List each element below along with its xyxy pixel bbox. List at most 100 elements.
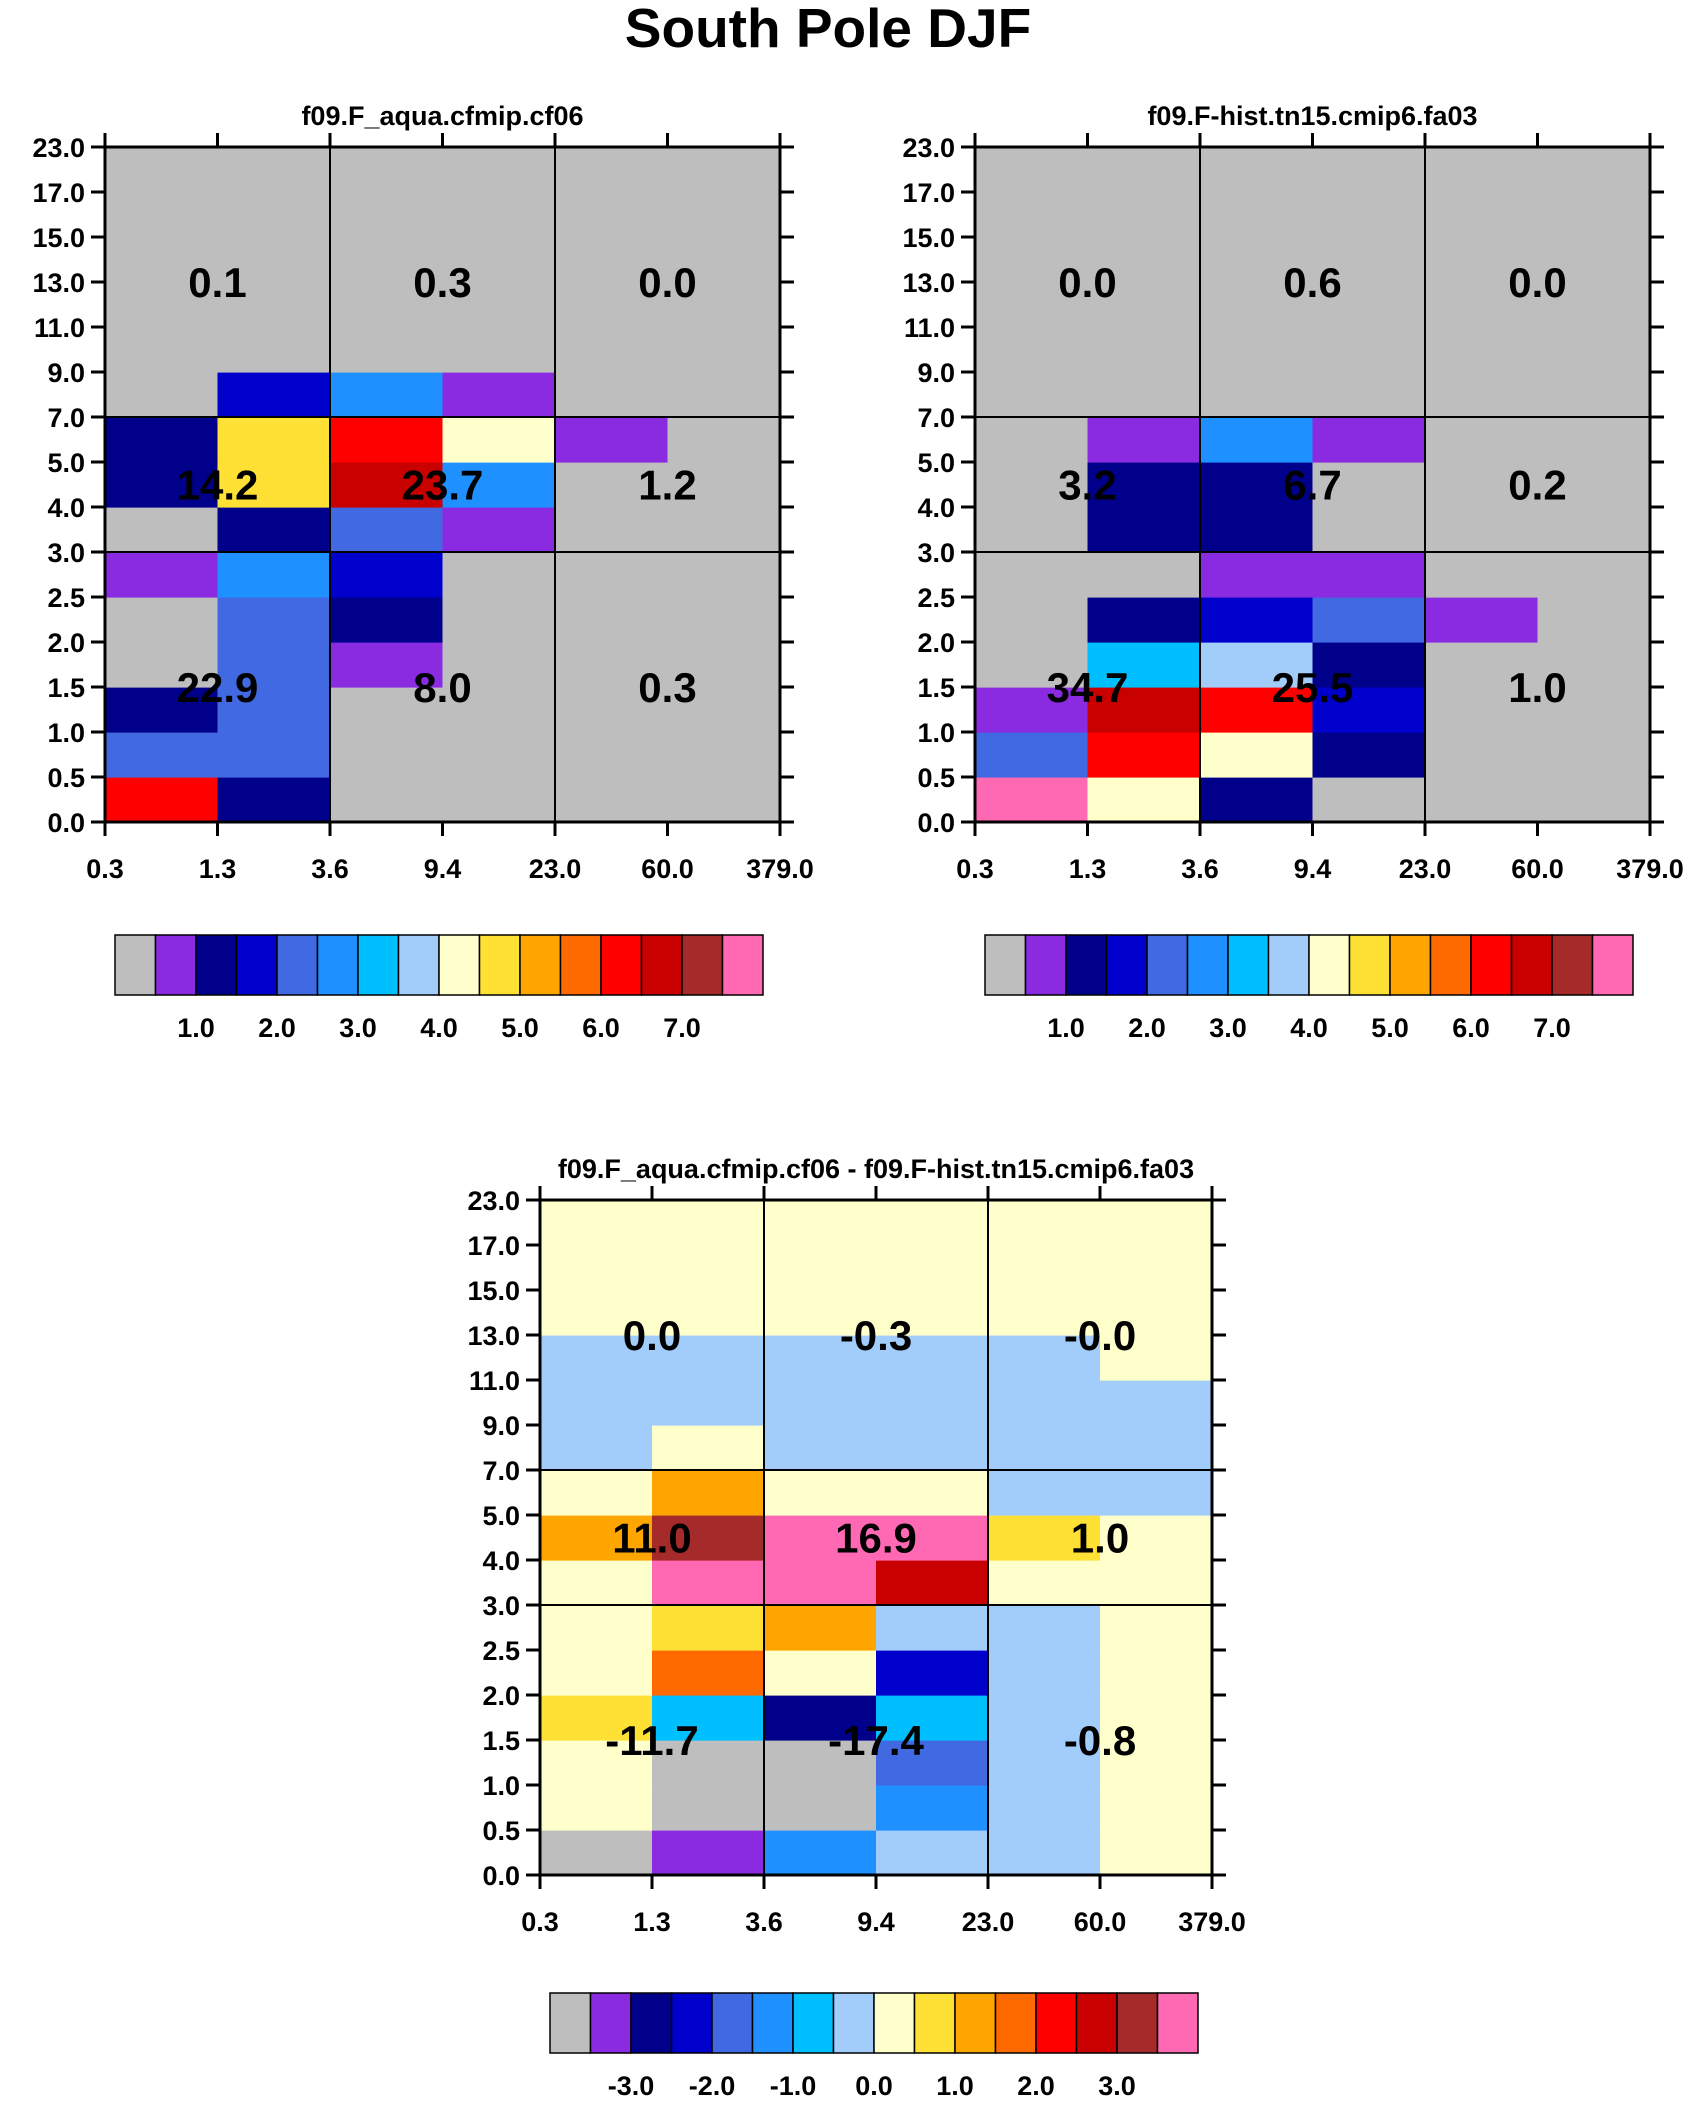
heatmap-cell bbox=[217, 777, 331, 823]
heatmap-cell bbox=[667, 237, 781, 283]
heatmap-cell bbox=[540, 1650, 653, 1696]
y-tick-label: 5.0 bbox=[47, 448, 85, 478]
heatmap-cell bbox=[1100, 1560, 1213, 1606]
x-tick-label: 379.0 bbox=[1616, 854, 1684, 884]
heatmap-cell bbox=[1537, 282, 1651, 328]
heatmap-cell bbox=[442, 192, 556, 238]
x-tick-label: 0.3 bbox=[956, 854, 994, 884]
y-tick-label: 0.5 bbox=[482, 1816, 520, 1846]
heatmap-cell bbox=[652, 1335, 765, 1381]
heatmap-cell bbox=[1425, 552, 1539, 598]
region-value: -0.3 bbox=[840, 1312, 912, 1359]
colorbar-swatch bbox=[1105, 934, 1148, 996]
region-value: 0.1 bbox=[188, 259, 246, 306]
heatmap-cell bbox=[764, 1245, 877, 1291]
y-tick-label: 23.0 bbox=[902, 133, 955, 163]
heatmap-cell bbox=[1425, 507, 1539, 553]
heatmap-cell bbox=[975, 507, 1089, 553]
heatmap-cell bbox=[652, 1380, 765, 1426]
heatmap-cell bbox=[975, 282, 1089, 328]
heatmap-cell bbox=[1200, 732, 1314, 778]
colorbar-swatch bbox=[235, 934, 278, 996]
heatmap-cell bbox=[667, 372, 781, 418]
heatmap-cell bbox=[1537, 507, 1651, 553]
region-value: 1.0 bbox=[1071, 1515, 1129, 1562]
heatmap-cell bbox=[1312, 597, 1426, 643]
heatmap-cell bbox=[876, 1245, 989, 1291]
heatmap-cell bbox=[1087, 642, 1201, 688]
y-tick-label: 13.0 bbox=[467, 1321, 520, 1351]
colorbar-swatch bbox=[1227, 934, 1270, 996]
heatmap-cell bbox=[988, 1290, 1101, 1336]
heatmap-cell bbox=[876, 1290, 989, 1336]
heatmap-cell bbox=[105, 462, 219, 508]
heatmap-panels: f09.F_aqua.cfmip.cf06 0.0 0.5 1.0 1.5 2.0 2.5 3… bbox=[32, 101, 1683, 2101]
y-tick-label: 2.0 bbox=[482, 1681, 520, 1711]
heatmap-cell bbox=[442, 642, 556, 688]
colorbar-swatch bbox=[1551, 934, 1594, 996]
heatmap-cell bbox=[442, 327, 556, 373]
heatmap-cell bbox=[764, 1560, 877, 1606]
region-value: 0.0 bbox=[623, 1312, 681, 1359]
y-tick-label: 3.0 bbox=[47, 538, 85, 568]
region-value: 23.7 bbox=[402, 462, 484, 509]
x-tick-label: 1.3 bbox=[633, 1907, 671, 1937]
colorbar-swatch bbox=[711, 1992, 754, 2054]
colorbar-swatch bbox=[670, 1992, 713, 2054]
colorbar-swatch bbox=[913, 1992, 956, 2054]
heatmap-cell bbox=[540, 1605, 653, 1651]
colorbar-label: 7.0 bbox=[1533, 1013, 1571, 1043]
heatmap-cell bbox=[876, 1695, 989, 1741]
heatmap-cell bbox=[1425, 777, 1539, 823]
heatmap-cell bbox=[1087, 282, 1201, 328]
heatmap-cell bbox=[1537, 597, 1651, 643]
y-tick-label: 15.0 bbox=[32, 223, 85, 253]
heatmap-cell bbox=[652, 1830, 765, 1876]
heatmap-cell bbox=[876, 1200, 989, 1246]
region-value: 16.9 bbox=[835, 1515, 917, 1562]
region-value: 6.7 bbox=[1283, 462, 1341, 509]
heatmap-cell bbox=[555, 282, 669, 328]
region-value: -17.4 bbox=[828, 1717, 924, 1764]
heatmap-cell bbox=[988, 1695, 1101, 1741]
x-tick-label: 60.0 bbox=[1511, 854, 1564, 884]
colorbar-swatch bbox=[549, 1992, 592, 2054]
heatmap-cell bbox=[217, 147, 331, 193]
heatmap-cell bbox=[876, 1470, 989, 1516]
heatmap-cell bbox=[1312, 327, 1426, 373]
heatmap-cell bbox=[1425, 597, 1539, 643]
colorbar-swatch bbox=[316, 934, 359, 996]
heatmap-cell bbox=[1200, 687, 1314, 733]
y-tick-label: 23.0 bbox=[467, 1186, 520, 1216]
heatmap-cell bbox=[975, 732, 1089, 778]
heatmap-cell bbox=[105, 192, 219, 238]
heatmap-cell bbox=[555, 192, 669, 238]
heatmap-cell bbox=[1087, 687, 1201, 733]
heatmap-cell bbox=[1100, 1200, 1213, 1246]
x-tick-label: 60.0 bbox=[1074, 1907, 1127, 1937]
panel-title: f09.F_aqua.cfmip.cf06 bbox=[301, 101, 583, 131]
heatmap-cell bbox=[1087, 597, 1201, 643]
heatmap-cell bbox=[988, 1650, 1101, 1696]
heatmap-cell bbox=[1537, 462, 1651, 508]
heatmap-cell bbox=[975, 147, 1089, 193]
y-tick-label: 9.0 bbox=[47, 358, 85, 388]
heatmap-cell bbox=[1312, 147, 1426, 193]
y-tick-label: 4.0 bbox=[47, 493, 85, 523]
heatmap-cell bbox=[667, 192, 781, 238]
heatmap-cell bbox=[105, 552, 219, 598]
heatmap-cell bbox=[988, 1335, 1101, 1381]
heatmap-cell bbox=[764, 1830, 877, 1876]
heatmap-cell bbox=[540, 1380, 653, 1426]
heatmap-cell bbox=[876, 1650, 989, 1696]
heatmap-panel-3: f09.F_aqua.cfmip.cf06 - f09.F-hist.tn15.… bbox=[467, 1154, 1245, 2101]
colorbar-swatch bbox=[559, 934, 602, 996]
x-tick-label: 23.0 bbox=[962, 1907, 1015, 1937]
x-tick-label: 3.6 bbox=[1181, 854, 1219, 884]
heatmap-cell bbox=[330, 372, 444, 418]
heatmap-cell bbox=[988, 1830, 1101, 1876]
colorbar-label: 2.0 bbox=[258, 1013, 296, 1043]
colorbar: -3.0 -2.0 -1.0 0.0 1.0 2.0 3.0 bbox=[549, 1992, 1199, 2101]
heatmap-cell bbox=[764, 1335, 877, 1381]
colorbar-swatch bbox=[1429, 934, 1472, 996]
